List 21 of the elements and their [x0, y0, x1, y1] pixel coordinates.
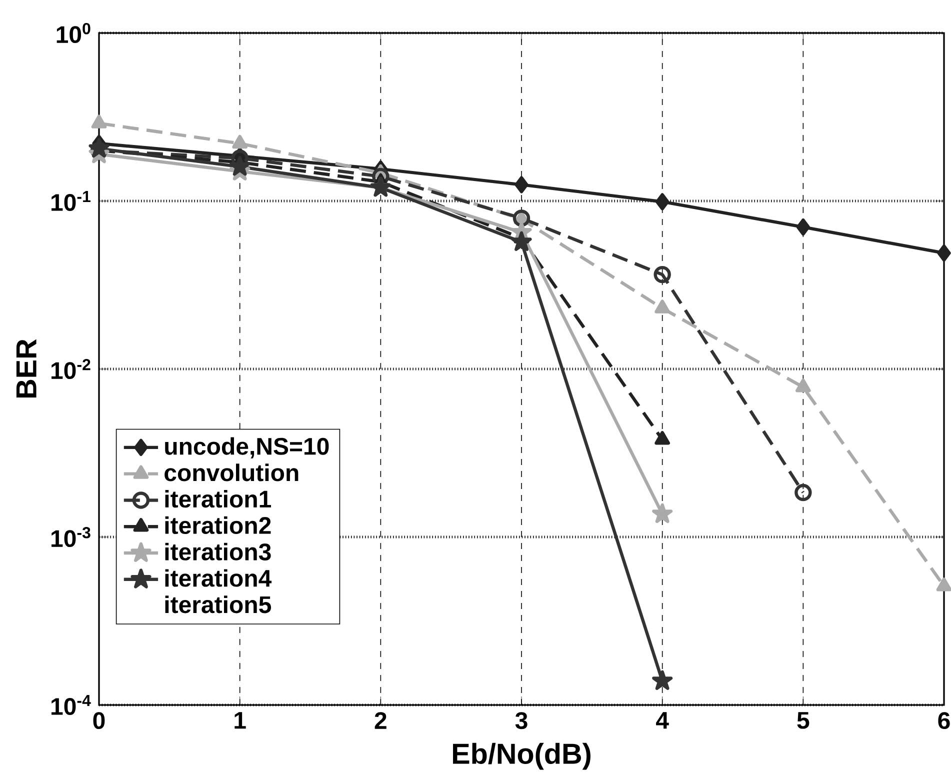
x-tick-label: 5: [797, 712, 810, 729]
text: iteration5: [165, 596, 272, 614]
x-tick-label: 3: [515, 712, 528, 730]
legend-label: iteration1: [165, 490, 272, 508]
legend-label: uncode,NS=10: [165, 437, 329, 458]
x-tick-label: 4: [656, 712, 669, 729]
x-tick-label: 2: [374, 712, 386, 729]
x-tick-label: 0: [93, 712, 105, 730]
legend-label: iteration4: [165, 569, 272, 587]
y-tick-label: 10$^{-4}$: [52, 695, 91, 715]
x-tick-label: 6: [938, 712, 950, 730]
y-tick-label: 10$^{-2}$: [52, 358, 90, 380]
y-axis-title: BER: [16, 339, 36, 398]
x-tick-label: 1: [234, 712, 246, 729]
legend-label: iteration2: [165, 516, 271, 534]
legend-label: convolution: [164, 464, 298, 482]
x-axis-title: Eb/No(dB): [453, 742, 590, 770]
y-tick-label: 10$^{0}$: [56, 22, 90, 44]
y-tick-label: 10$^{-3}$: [52, 526, 90, 548]
legend-label: iteration3: [165, 542, 271, 560]
y-tick-label: 10$^{-1}$: [52, 191, 90, 211]
